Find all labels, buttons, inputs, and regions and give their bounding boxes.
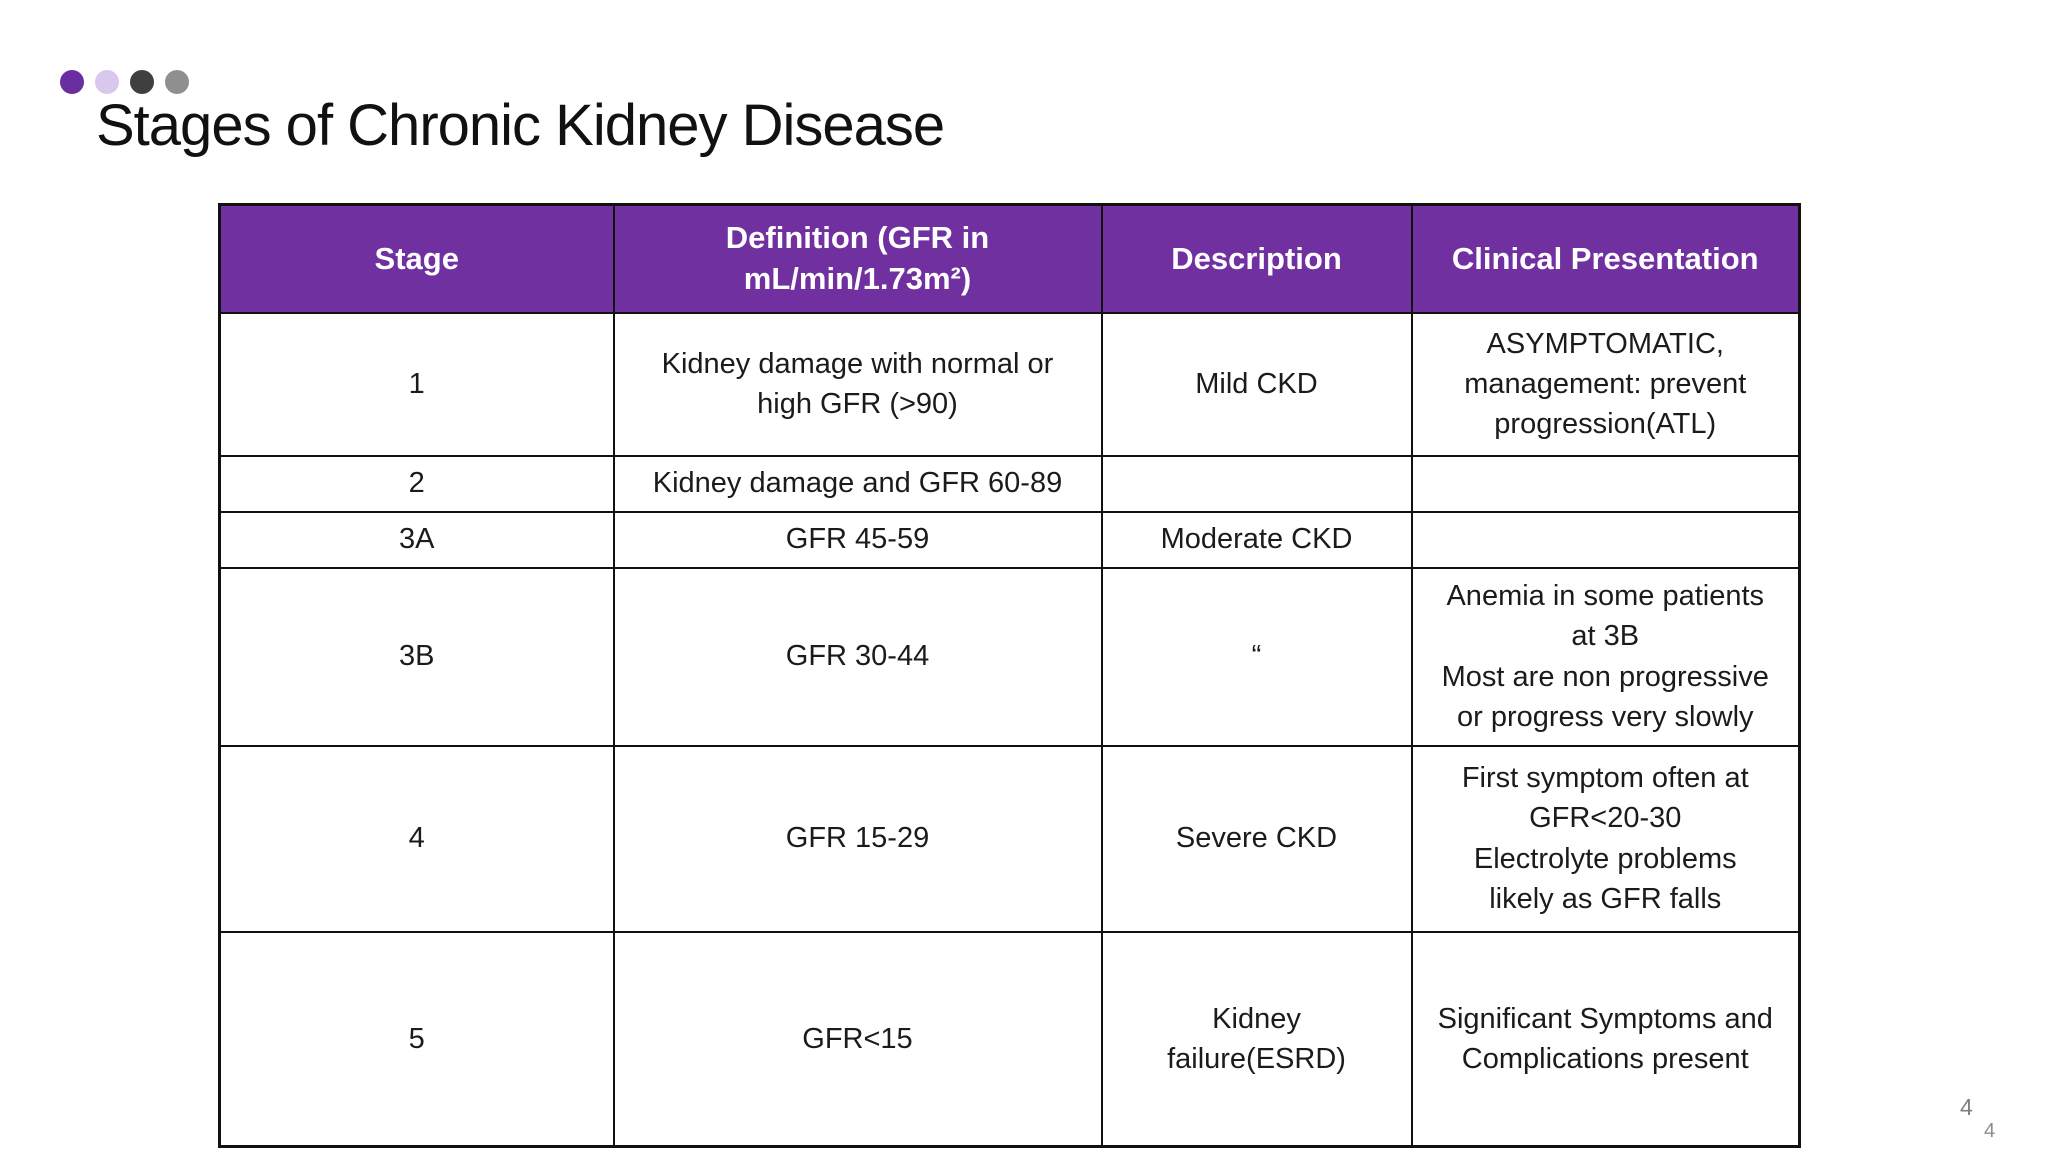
cell-stage: 4 (218, 744, 615, 933)
accent-dot-3 (130, 70, 154, 94)
cell-clinical-presentation: Significant Symptoms and Complications p… (1410, 930, 1801, 1148)
accent-dot-2 (95, 70, 119, 94)
cell-description: Severe CKD (1100, 744, 1413, 933)
cell-definition: GFR 45-59 (612, 510, 1103, 569)
accent-dot-4 (165, 70, 189, 94)
cell-stage: 2 (218, 454, 615, 513)
accent-dots (60, 70, 189, 94)
cell-clinical-presentation: Anemia in some patients at 3B Most are n… (1410, 566, 1801, 747)
ckd-stages-table: Stage Definition (GFR in mL/min/1.73m²) … (218, 203, 1801, 1148)
cell-definition: GFR 15-29 (612, 744, 1103, 933)
cell-clinical-presentation: First symptom often at GFR<20-30 Electro… (1410, 744, 1801, 933)
cell-description: “ (1100, 566, 1413, 747)
cell-description (1100, 454, 1413, 513)
table-row: 2 Kidney damage and GFR 60-89 (218, 454, 1801, 513)
table-row: 1 Kidney damage with normal or high GFR … (218, 311, 1801, 457)
cell-stage: 1 (218, 311, 615, 457)
cell-stage: 3B (218, 566, 615, 747)
cell-definition: GFR<15 (612, 930, 1103, 1148)
cell-definition: GFR 30-44 (612, 566, 1103, 747)
slide-number: 4 (1960, 1094, 1973, 1120)
table-row: 3B GFR 30-44 “ Anemia in some patients a… (218, 566, 1801, 747)
cell-clinical-presentation (1410, 454, 1801, 513)
column-header-clinical-presentation: Clinical Presentation (1410, 203, 1801, 314)
accent-dot-1 (60, 70, 84, 94)
cell-definition: Kidney damage and GFR 60-89 (612, 454, 1103, 513)
cell-description: Moderate CKD (1100, 510, 1413, 569)
table-row: 3A GFR 45-59 Moderate CKD (218, 510, 1801, 569)
column-header-definition: Definition (GFR in mL/min/1.73m²) (612, 203, 1103, 314)
table-row: 5 GFR<15 Kidney failure(ESRD) Significan… (218, 930, 1801, 1148)
cell-stage: 3A (218, 510, 615, 569)
table-header-row: Stage Definition (GFR in mL/min/1.73m²) … (218, 203, 1801, 314)
column-header-stage: Stage (218, 203, 615, 314)
cell-clinical-presentation (1410, 510, 1801, 569)
cell-description: Kidney failure(ESRD) (1100, 930, 1413, 1148)
cell-description: Mild CKD (1100, 311, 1413, 457)
cell-clinical-presentation: ASYMPTOMATIC, management: prevent progre… (1410, 311, 1801, 457)
table-row: 4 GFR 15-29 Severe CKD First symptom oft… (218, 744, 1801, 933)
slide-title: Stages of Chronic Kidney Disease (96, 93, 945, 158)
slide-number-secondary: 4 (1984, 1120, 1996, 1142)
cell-definition: Kidney damage with normal or high GFR (>… (612, 311, 1103, 457)
cell-stage: 5 (218, 930, 615, 1148)
column-header-description: Description (1100, 203, 1413, 314)
